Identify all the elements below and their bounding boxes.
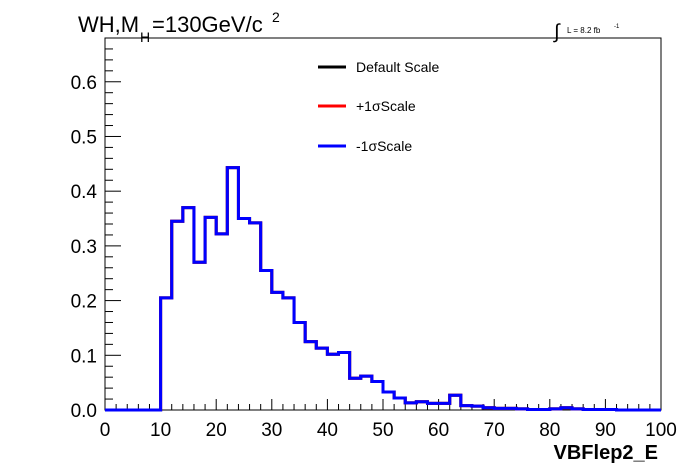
x-tick-label: 40 bbox=[317, 420, 338, 441]
x-tick-label: 90 bbox=[595, 420, 616, 441]
legend: Default Scale +1σScale -1σScale bbox=[318, 59, 439, 154]
luminosity-superscript: -1 bbox=[614, 24, 620, 30]
series-line-2 bbox=[105, 166, 661, 412]
y-tick-label: 0.4 bbox=[71, 182, 98, 203]
y-tick-label: 0.6 bbox=[71, 73, 97, 94]
luminosity-text: L = 8.2 fb bbox=[567, 26, 601, 35]
plot-frame bbox=[104, 37, 662, 411]
y-tick-label: 0.2 bbox=[71, 292, 97, 313]
x-tick-label: 60 bbox=[428, 420, 449, 441]
legend-label: +1σScale bbox=[356, 98, 416, 114]
y-tick-label: 0.1 bbox=[71, 346, 97, 367]
y-tick-label: 0.3 bbox=[71, 237, 97, 258]
x-tick-label: 10 bbox=[150, 420, 171, 441]
x-tick-label: 80 bbox=[539, 420, 560, 441]
title-main: WH,M bbox=[78, 12, 139, 37]
integral-symbol: ∫ bbox=[553, 21, 561, 43]
title-value: =130GeV/c bbox=[152, 12, 263, 37]
chart-title: WH,M H =130GeV/c 2 bbox=[78, 9, 280, 45]
legend-label: Default Scale bbox=[356, 59, 439, 75]
x-tick-label: 100 bbox=[645, 420, 677, 441]
y-tick-label: 0.0 bbox=[71, 401, 97, 422]
x-tick-label: 0 bbox=[100, 420, 111, 441]
legend-label: -1σScale bbox=[356, 138, 412, 154]
x-tick-label: 50 bbox=[372, 420, 393, 441]
x-tick-label: 30 bbox=[261, 420, 282, 441]
luminosity-label: ∫ L = 8.2 fb -1 bbox=[553, 21, 620, 43]
x-axis-label: VBFlep2_E bbox=[554, 442, 658, 464]
title-superscript: 2 bbox=[272, 9, 280, 25]
title-subscript: H bbox=[140, 29, 150, 45]
axes: 0 10 20 30 40 50 60 70 80 90 100 0.0 0.1 0.2 0.3 0.4 0.5… bbox=[71, 37, 677, 441]
y-tick-label: 0.5 bbox=[71, 127, 97, 148]
series-line-1 bbox=[105, 166, 661, 412]
series-group bbox=[105, 166, 661, 412]
series-line-0 bbox=[105, 166, 661, 412]
x-tick-label: 70 bbox=[484, 420, 505, 441]
x-tick-label: 20 bbox=[206, 420, 227, 441]
